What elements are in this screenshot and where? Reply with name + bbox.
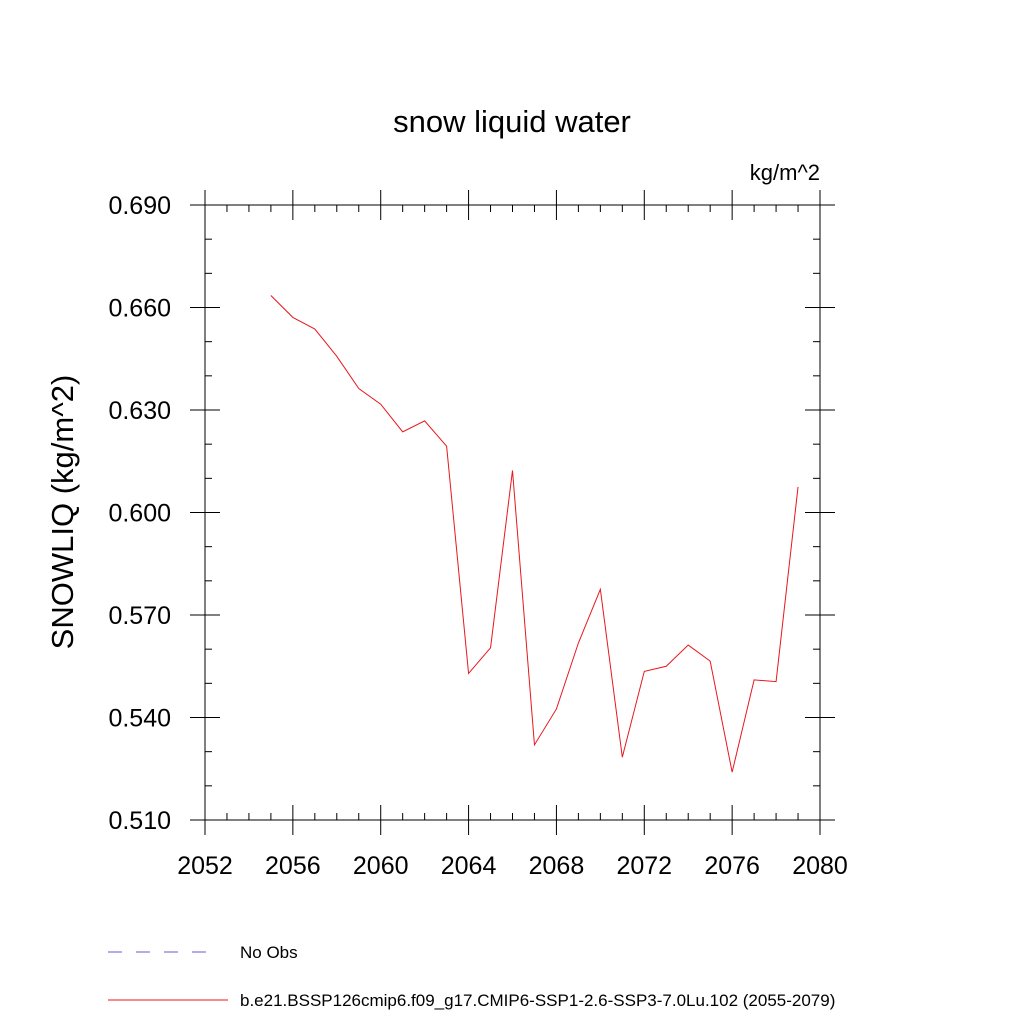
x-tick-label: 2076 <box>704 852 760 880</box>
y-tick-label: 0.690 <box>108 192 171 220</box>
legend-label-no-obs: No Obs <box>240 943 298 962</box>
chart-title: snow liquid water <box>393 104 631 139</box>
units-label: kg/m^2 <box>750 160 820 185</box>
x-tick-label: 2068 <box>529 852 585 880</box>
y-tick-label: 0.630 <box>108 397 171 425</box>
x-tick-label: 2052 <box>177 852 233 880</box>
series-lines <box>270 295 799 773</box>
axes: 2052 2056 2060 2064 2068 2072 2076 2080 0.510 0.5… <box>108 190 848 880</box>
y-tick-label: 0.600 <box>108 500 171 528</box>
x-tick-label: 2064 <box>441 852 497 880</box>
legend-label-model-run: b.e21.BSSP126cmip6.f09_g17.CMIP6-SSP1-2.… <box>240 991 835 1010</box>
x-tick-label: 2056 <box>265 852 321 880</box>
series-line-1 <box>270 295 799 773</box>
y-axis-label: SNOWLIQ (kg/m^2) <box>45 375 80 650</box>
y-tick-label: 0.660 <box>108 295 171 323</box>
x-tick-label: 2080 <box>792 852 848 880</box>
plot-frame <box>204 204 821 821</box>
y-tick-label: 0.510 <box>108 807 171 835</box>
y-tick-label: 0.570 <box>108 602 171 630</box>
x-tick-label: 2060 <box>353 852 409 880</box>
legend: No Obs b.e21.BSSP126cmip6.f09_g17.CMIP6-… <box>108 943 835 1010</box>
x-tick-label: 2072 <box>616 852 672 880</box>
y-tick-label: 0.540 <box>108 705 171 733</box>
